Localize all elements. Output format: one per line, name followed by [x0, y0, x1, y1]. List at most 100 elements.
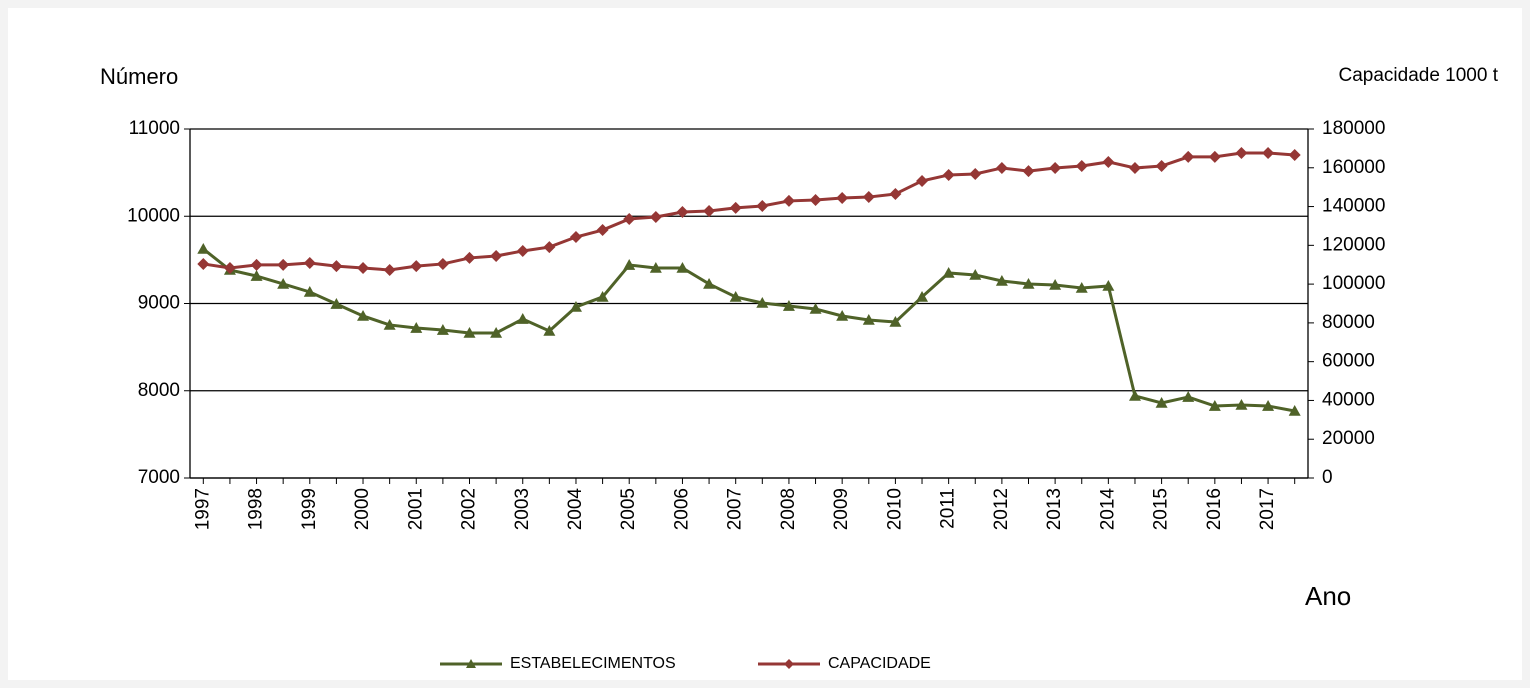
- point: [782, 300, 795, 311]
- x-tick-label: 1998: [246, 488, 267, 530]
- point: [490, 326, 503, 338]
- y-tick-label: 11000: [129, 118, 180, 139]
- point: [383, 318, 396, 330]
- x-tick-label: 1999: [299, 488, 320, 530]
- point: [676, 205, 689, 218]
- point: [809, 302, 822, 314]
- point: [703, 205, 716, 218]
- point: [862, 191, 875, 204]
- x-tick-label: 2006: [671, 488, 692, 530]
- point: [303, 285, 316, 297]
- point: [623, 259, 636, 270]
- y2-tick-label: 60000: [1322, 351, 1375, 372]
- point: [1022, 165, 1035, 178]
- x-tick-label: 2010: [884, 488, 905, 530]
- chart-background: [8, 8, 1522, 680]
- point: [916, 174, 929, 187]
- legend-marker: [784, 659, 794, 669]
- point: [330, 298, 343, 309]
- point: [543, 324, 556, 336]
- point: [516, 244, 529, 257]
- x-tick-label: 2003: [512, 488, 533, 530]
- y-tick-label: 7000: [138, 467, 180, 488]
- point: [303, 256, 316, 269]
- point: [969, 167, 982, 180]
- y2-tick-label: 160000: [1322, 157, 1385, 178]
- point: [330, 260, 343, 273]
- point: [569, 300, 582, 312]
- x-tick-label: 2009: [831, 488, 852, 530]
- point: [889, 315, 902, 327]
- point: [969, 268, 982, 280]
- y-axis-label: Número: [100, 64, 178, 89]
- point: [197, 257, 210, 270]
- x-tick-label: 2015: [1151, 488, 1172, 530]
- point: [223, 262, 236, 275]
- point: [1128, 389, 1141, 401]
- legend-marker: [466, 659, 476, 668]
- point: [836, 309, 849, 321]
- x-tick-label: 2014: [1097, 488, 1118, 531]
- point: [623, 212, 636, 225]
- point: [277, 258, 290, 271]
- point: [756, 199, 769, 212]
- point: [1288, 404, 1301, 416]
- y2-tick-label: 180000: [1322, 118, 1385, 139]
- point: [463, 251, 476, 264]
- point: [410, 322, 423, 333]
- point: [836, 192, 849, 205]
- point: [756, 296, 769, 308]
- point: [543, 241, 556, 254]
- y2-tick-label: 20000: [1322, 428, 1375, 449]
- y2-tick-label: 40000: [1322, 389, 1375, 410]
- x-tick-label: 2000: [352, 488, 373, 530]
- x-tick-label: 2008: [778, 488, 799, 530]
- point: [1208, 400, 1221, 411]
- x-tick-label: 2002: [459, 488, 480, 530]
- point: [1182, 391, 1195, 402]
- point: [1155, 396, 1168, 408]
- point: [916, 290, 929, 302]
- point: [649, 211, 662, 224]
- point: [1128, 161, 1141, 174]
- point: [676, 261, 689, 273]
- point: [649, 261, 662, 273]
- x-tick-label: 2005: [618, 488, 639, 530]
- x-axis-label: Ano: [1305, 581, 1351, 611]
- point: [1049, 279, 1062, 290]
- point: [1049, 161, 1062, 174]
- point: [942, 266, 955, 278]
- point: [942, 168, 955, 181]
- x-tick-label: 2013: [1044, 488, 1065, 530]
- legend-label: ESTABELECIMENTOS: [510, 655, 676, 672]
- point: [436, 257, 449, 270]
- point: [782, 194, 795, 207]
- point: [463, 326, 476, 338]
- point: [889, 187, 902, 200]
- point: [1102, 155, 1115, 168]
- x-tick-label: 2007: [725, 488, 746, 530]
- point: [1235, 398, 1248, 410]
- point: [383, 263, 396, 276]
- point: [1102, 279, 1115, 291]
- point: [1155, 160, 1168, 173]
- y2-axis-label: Capacidade 1000 t: [1338, 65, 1498, 86]
- legend-label: CAPACIDADE: [828, 655, 931, 672]
- point: [703, 277, 716, 289]
- point: [1182, 150, 1195, 163]
- point: [197, 242, 210, 254]
- point: [490, 249, 503, 262]
- point: [1262, 400, 1275, 411]
- point: [995, 274, 1008, 286]
- x-tick-label: 2004: [565, 488, 586, 531]
- point: [729, 201, 742, 214]
- point: [250, 270, 263, 281]
- y-tick-label: 9000: [138, 293, 180, 314]
- point: [1288, 148, 1301, 161]
- point: [1235, 147, 1248, 160]
- y2-tick-label: 120000: [1322, 234, 1385, 255]
- point: [862, 313, 875, 325]
- y2-tick-label: 0: [1322, 467, 1333, 488]
- point: [516, 313, 529, 324]
